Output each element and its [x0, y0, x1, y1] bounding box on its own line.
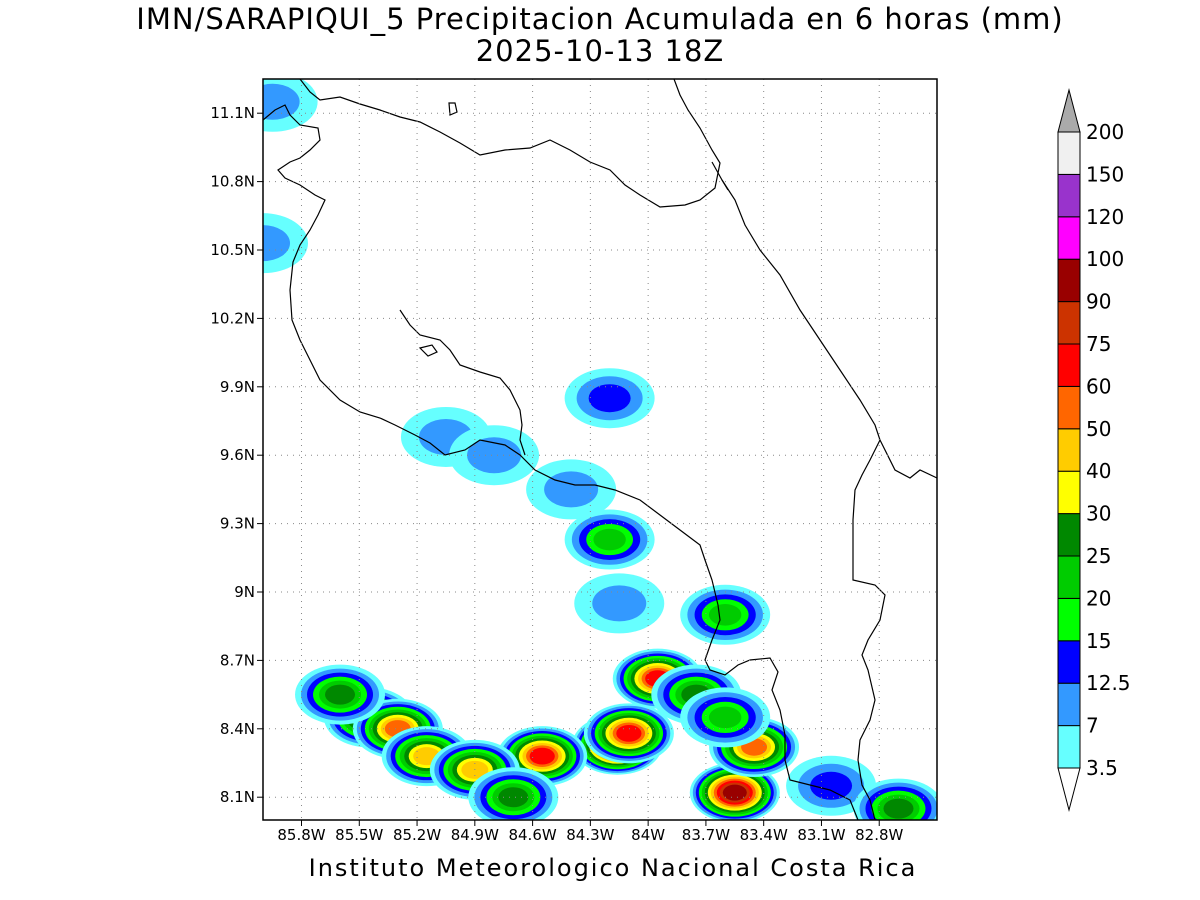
- lon-tick-label: 85.5W: [335, 826, 383, 844]
- lat-tick-label: 9.3N: [220, 515, 255, 533]
- precip-contour: [708, 604, 742, 626]
- precip-cell: [263, 213, 308, 274]
- lat-tick-label: 9N: [234, 583, 255, 601]
- colorbar-label: 60: [1086, 374, 1111, 398]
- precip-contour: [708, 706, 742, 729]
- colorbar-label: 100: [1086, 247, 1124, 271]
- precip-contour: [616, 724, 642, 742]
- colorbar-label: 40: [1086, 459, 1111, 483]
- precipitation-layer: [263, 79, 937, 820]
- lon-tick-label: 84.9W: [451, 826, 499, 844]
- lat-tick-label: 10.8N: [210, 173, 255, 191]
- coastline: [263, 79, 937, 820]
- map-subtitle: 2025-10-13 18Z: [475, 34, 725, 68]
- colorbar-segment: [1057, 513, 1081, 557]
- lon-tick-label: 85.2W: [393, 826, 441, 844]
- lon-tick-label: 83.4W: [740, 826, 788, 844]
- precip-cell: [853, 778, 937, 820]
- precip-contour: [498, 787, 529, 808]
- precip-cell: [564, 368, 655, 429]
- precip-contour: [544, 471, 599, 508]
- map-title: IMN/SARAPIQUI_5 Precipitacion Acumulada …: [136, 2, 1064, 36]
- precip-contour: [263, 225, 290, 262]
- lat-tick-label: 9.6N: [220, 446, 255, 464]
- map-frame: [262, 78, 938, 821]
- lat-tick-label: 9.9N: [220, 378, 255, 396]
- colorbar-label: 12.5: [1086, 671, 1131, 695]
- precip-cell: [680, 687, 771, 748]
- longitude-axis: 85.8W 85.5W 85.2W 84.9W 84.6W 84.3W 84W 83.7W 83…: [277, 820, 904, 844]
- lon-tick-label: 82.8W: [855, 826, 903, 844]
- colorbar-segment: [1057, 173, 1081, 218]
- lat-tick-label: 8.4N: [220, 720, 255, 738]
- colorbar-top-arrow: [1057, 88, 1081, 133]
- precip-cell: [786, 755, 877, 816]
- lat-tick-label: 10.5N: [210, 241, 255, 259]
- colorbar-legend: 3.5 7 12.5 15 20 25 30 40 50 60 75 90 100 120 150 200: [1057, 88, 1131, 812]
- colorbar-segment: [1057, 640, 1081, 684]
- colorbar-label: 200: [1086, 120, 1124, 144]
- precip-contour: [722, 784, 747, 801]
- lon-tick-label: 83.7W: [682, 826, 730, 844]
- precip-cell: [449, 425, 540, 486]
- precip-cell: [574, 573, 665, 634]
- colorbar-segment: [1057, 131, 1081, 175]
- precip-contour: [883, 798, 914, 819]
- lon-tick-label: 83.1W: [797, 826, 845, 844]
- colorbar-label: 75: [1086, 332, 1111, 356]
- lat-tick-label: 8.7N: [220, 651, 255, 669]
- colorbar-segment: [1057, 385, 1081, 430]
- precip-contour: [593, 528, 626, 551]
- lat-tick-label: 11.1N: [210, 104, 255, 122]
- colorbar-label: 7: [1086, 714, 1099, 738]
- precip-contour: [529, 747, 555, 765]
- precip-cell: [689, 762, 780, 820]
- colorbar-segment: [1057, 597, 1081, 642]
- colorbar-label: 30: [1086, 502, 1111, 526]
- colorbar-segment: [1057, 682, 1081, 727]
- precip-contour: [263, 83, 300, 120]
- colorbar-segment: [1057, 216, 1081, 260]
- precip-contour: [325, 684, 356, 705]
- colorbar-segment: [1057, 301, 1081, 345]
- colorbar-label: 90: [1086, 290, 1111, 314]
- lat-tick-label: 8.1N: [220, 788, 255, 806]
- colorbar-segment: [1057, 258, 1081, 303]
- colorbar-label: 15: [1086, 629, 1111, 653]
- colorbar-segment: [1057, 343, 1081, 387]
- colorbar-label: 50: [1086, 417, 1111, 441]
- colorbar-label: 25: [1086, 544, 1111, 568]
- colorbar-label: 3.5: [1086, 756, 1118, 780]
- colorbar-segment: [1057, 725, 1081, 769]
- colorbar-label: 20: [1086, 586, 1111, 610]
- lat-tick-label: 10.2N: [210, 309, 255, 327]
- precip-contour: [810, 771, 853, 800]
- colorbar-label: 150: [1086, 162, 1124, 186]
- precip-contour: [588, 384, 631, 413]
- precip-cell: [263, 79, 318, 132]
- colorbar-segment: [1057, 555, 1081, 599]
- colorbar-label: 120: [1086, 205, 1124, 229]
- lon-tick-label: 85.8W: [277, 826, 325, 844]
- footer-credit: Instituto Meteorologico Nacional Costa R…: [308, 854, 918, 882]
- precip-cell: [295, 664, 386, 725]
- colorbar-segment: [1057, 428, 1081, 472]
- precip-cell: [468, 767, 559, 820]
- latitude-axis: 11.1N 10.8N 10.5N 10.2N 9.9N 9.6N 9.3N 9N 8.7N 8.…: [210, 104, 263, 806]
- precip-contour: [592, 585, 647, 622]
- precip-cell: [564, 509, 655, 570]
- precip-cell: [680, 584, 771, 645]
- precip-cell: [526, 459, 617, 520]
- graticule: [263, 79, 937, 820]
- colorbar-bottom-arrow: [1057, 767, 1081, 812]
- colorbar-segment: [1057, 470, 1081, 515]
- lon-tick-label: 84.3W: [566, 826, 614, 844]
- lon-tick-label: 84W: [631, 826, 665, 844]
- lon-tick-label: 84.6W: [508, 826, 556, 844]
